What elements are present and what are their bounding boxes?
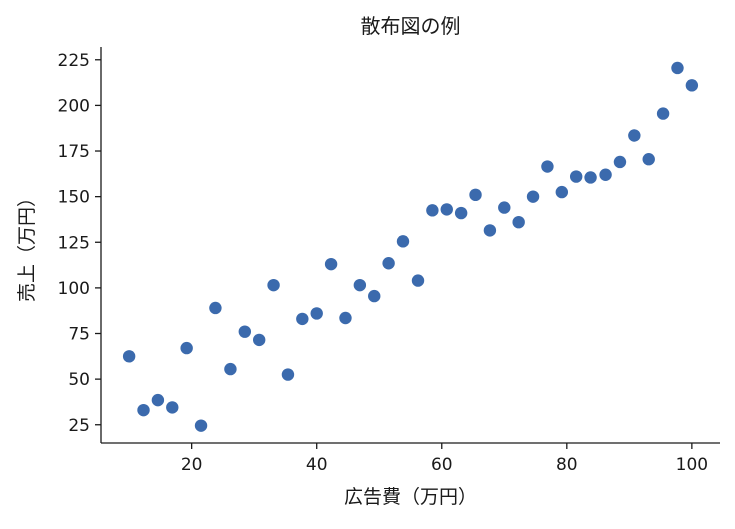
x-tick-label: 80 xyxy=(556,455,578,475)
scatter-point xyxy=(296,312,309,326)
scatter-point xyxy=(512,215,525,229)
y-tick-label: 125 xyxy=(58,233,90,253)
y-axis-title: 売上（万円） xyxy=(16,188,38,302)
y-tick-label: 100 xyxy=(58,279,90,299)
y-tick-label: 150 xyxy=(58,188,90,208)
scatter-point xyxy=(613,155,627,169)
scatter-point xyxy=(238,325,252,338)
scatter-point xyxy=(498,201,511,214)
scatter-point xyxy=(267,278,280,292)
scatter-point xyxy=(194,419,208,432)
y-tick-label: 25 xyxy=(68,416,90,436)
data-points xyxy=(122,61,699,432)
scatter-point xyxy=(541,160,554,173)
scatter-point xyxy=(396,235,410,248)
y-tick-label: 75 xyxy=(68,325,90,345)
scatter-point xyxy=(281,368,295,381)
y-tick-label: 200 xyxy=(58,96,90,116)
scatter-point xyxy=(656,107,670,120)
y-tick-label: 225 xyxy=(58,51,90,71)
x-tick-label: 40 xyxy=(306,455,328,475)
scatter-point xyxy=(137,403,150,417)
scatter-point xyxy=(180,341,193,355)
scatter-point xyxy=(628,129,641,142)
scatter-point xyxy=(339,311,352,325)
scatter-point xyxy=(584,171,597,184)
x-axis-title: 広告費（万円） xyxy=(344,486,477,508)
scatter-point xyxy=(440,203,453,216)
scatter-point xyxy=(310,307,323,320)
scatter-point xyxy=(569,170,583,183)
scatter-point xyxy=(599,168,612,181)
axes: 20 40 60 80 100 25 50 75 100 125 150 175 200 225 xyxy=(58,47,720,475)
scatter-point xyxy=(252,333,266,347)
scatter-point xyxy=(411,274,425,287)
scatter-point xyxy=(454,206,468,220)
y-tick-label: 175 xyxy=(58,142,90,162)
y-tick-label: 50 xyxy=(68,370,90,390)
scatter-point xyxy=(122,350,136,363)
scatter-point xyxy=(382,257,395,270)
scatter-point xyxy=(671,61,684,75)
x-tick-label: 20 xyxy=(181,455,203,475)
scatter-point xyxy=(224,362,237,376)
chart-title: 散布図の例 xyxy=(361,14,461,38)
scatter-point xyxy=(353,278,367,292)
scatter-point xyxy=(426,204,439,217)
scatter-point xyxy=(324,257,338,271)
scatter-point xyxy=(368,289,381,303)
scatter-point xyxy=(642,153,655,166)
scatter-point xyxy=(469,188,482,202)
scatter-point xyxy=(209,301,222,315)
scatter-point xyxy=(483,224,497,237)
scatter-point xyxy=(685,79,699,92)
x-tick-label: 100 xyxy=(676,455,708,475)
scatter-point xyxy=(166,401,179,414)
scatter-point xyxy=(555,185,569,199)
scatter-point xyxy=(526,190,540,203)
scatter-point xyxy=(151,393,165,407)
x-tick-label: 60 xyxy=(431,455,453,475)
